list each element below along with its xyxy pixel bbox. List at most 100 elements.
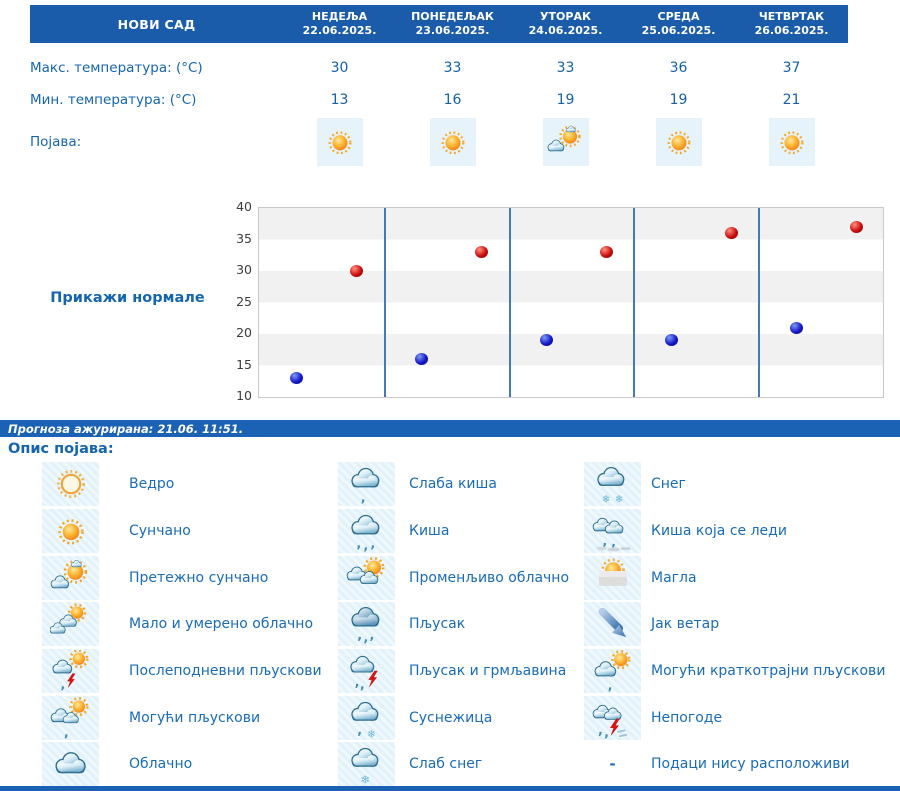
day-name: НЕДЕЉА — [311, 10, 368, 24]
day-date: 25.06.2025. — [641, 24, 716, 37]
bottom-divider-bar — [0, 786, 900, 791]
legend-icon-box: , — [42, 695, 99, 740]
max-temp-value: 33 — [443, 60, 462, 76]
max-temp-label: Макс. температура: (°C) — [30, 60, 203, 76]
sunny-icon — [57, 519, 84, 545]
legend-item-sunny: Сунчано — [42, 508, 322, 555]
legend-icon-box — [584, 602, 641, 647]
legend-icon-box: ,, — [338, 649, 395, 694]
temperature-scatter-chart — [258, 207, 884, 398]
legend-item-label: Слаба киша — [409, 476, 497, 493]
svg-text:,: , — [602, 534, 607, 548]
legend-icon-box — [42, 555, 99, 600]
legend-item-label: Пљусак — [409, 616, 466, 633]
legend-column-1: Ведро Сунчано Претежно сунчано Мало и умере… — [42, 461, 322, 788]
phenomena-icon-box — [429, 118, 476, 166]
svg-text:,: , — [360, 491, 365, 505]
partly-sunny-icon — [547, 125, 581, 152]
legend-item-strong-wind: Јак ветар — [584, 601, 885, 648]
day-header-4: СРЕДА 25.06.2025. — [622, 10, 735, 38]
day-date: 23.06.2025. — [415, 24, 490, 37]
legend-item-shower: ,,, Пљусак — [338, 601, 569, 648]
phenomena-cell — [735, 118, 848, 166]
legend-item-afternoon-showers: , Послеподневни пљускови — [42, 648, 322, 695]
legend-item-label: Могући краткотрајни пљускови — [651, 663, 886, 680]
svg-text:,: , — [363, 538, 368, 552]
svg-text:,: , — [357, 628, 362, 642]
min-temp-value: 13 — [330, 92, 349, 108]
phenomena-row: Појава: — [30, 118, 848, 166]
legend-icon-box: ,,, — [338, 602, 395, 647]
legend-title: Опис појава: — [8, 441, 114, 457]
show-normals-link[interactable]: Прикажи нормале — [50, 290, 205, 306]
svg-text:❄: ❄ — [366, 728, 375, 739]
legend-item-label: Ведро — [129, 476, 175, 493]
legend-icon-box — [42, 509, 99, 554]
svg-text:,: , — [60, 678, 65, 692]
legend-icon-box — [42, 602, 99, 647]
day-header-5: ЧЕТВРТАК 26.06.2025. — [735, 10, 848, 38]
svg-text:,: , — [607, 678, 612, 692]
phenomena-label: Појава: — [30, 134, 82, 150]
max-temp-point — [475, 246, 489, 259]
day-date: 22.06.2025. — [302, 24, 377, 37]
forecast-header-row: НОВИ САД НЕДЕЉА 22.06.2025. ПОНЕДЕЉАК 23.06… — [30, 5, 848, 43]
legend-icon-box: , — [584, 649, 641, 694]
forecast-updated-text: Прогноза ажурирана: 21.06. 11:51. — [8, 421, 244, 436]
max-temp-point — [724, 227, 738, 240]
legend-icon-box: , — [42, 649, 99, 694]
min-temp-point — [540, 334, 554, 347]
shower-icon: ,,, — [350, 607, 379, 645]
phenomena-cell — [283, 118, 396, 166]
phenomena-icon-box — [768, 118, 815, 166]
storms-icon: ,, — [592, 704, 627, 739]
legend-icon-box: ❄ ❄ — [584, 462, 641, 507]
variable-clouds-icon — [346, 556, 384, 584]
legend-icon-box: , — [338, 462, 395, 507]
day-name: ЧЕТВРТАК — [758, 10, 825, 24]
legend-item-shower-thunder: ,, Пљусак и грмљавина — [338, 648, 569, 695]
legend-item-storms: ,, Непогоде — [584, 694, 885, 741]
min-temp-point — [664, 334, 678, 347]
cloudy-icon — [54, 752, 86, 774]
min-temp-row: Мин. температура: (°C) 13 16 19 19 21 — [30, 88, 848, 112]
min-temp-label: Мин. температура: (°C) — [30, 92, 197, 108]
possible-brief-showers-icon: , — [594, 650, 630, 692]
svg-text:,: , — [360, 678, 365, 692]
freezing-rain-icon: ,, — [592, 517, 630, 552]
legend-item-label: Претежно сунчано — [129, 569, 269, 586]
legend-icon-box — [42, 742, 99, 787]
phenomena-cell — [396, 118, 509, 166]
phenomena-icon-box — [542, 118, 589, 166]
sunny-icon — [328, 131, 351, 155]
day-header-1: НЕДЕЉА 22.06.2025. — [283, 10, 396, 38]
city-name: НОВИ САД — [117, 16, 196, 32]
y-axis-tick: 30 — [236, 262, 252, 277]
y-axis-tick: 25 — [236, 293, 252, 309]
svg-text:❄: ❄ — [601, 494, 610, 506]
legend-item-sleet: , ❄ Суснежица — [338, 694, 569, 741]
fog-icon — [598, 558, 627, 586]
svg-text:,: , — [598, 723, 603, 737]
min-temp-value: 16 — [443, 92, 462, 108]
max-temp-value: 33 — [556, 60, 575, 76]
legend-item-possible-showers: , Могући пљускови — [42, 694, 322, 741]
y-axis-tick: 35 — [236, 230, 252, 246]
svg-text:,: , — [604, 725, 609, 739]
rain-icon: ,,, — [350, 514, 379, 552]
legend-item-label: Непогоде — [651, 709, 723, 726]
legend-item-label: Јак ветар — [651, 616, 720, 633]
sunny-icon — [780, 131, 803, 155]
max-temp-value: 36 — [669, 60, 688, 76]
svg-text:,: , — [363, 631, 368, 645]
strong-wind-icon — [598, 608, 626, 638]
forecast-updated-bar: Прогноза ажурирана: 21.06. 11:51. — [0, 420, 900, 437]
legend-item-label: Пљусак и грмљавина — [409, 663, 567, 680]
legend-item-possible-brief-showers: , Могући краткотрајни пљускови — [584, 648, 885, 695]
svg-text:,: , — [611, 535, 616, 549]
min-temp-value: 19 — [556, 92, 575, 108]
min-temp-point — [789, 321, 803, 334]
chart-day-divider — [633, 208, 636, 397]
max-temp-point — [599, 246, 613, 259]
phenomena-cell — [509, 118, 622, 166]
